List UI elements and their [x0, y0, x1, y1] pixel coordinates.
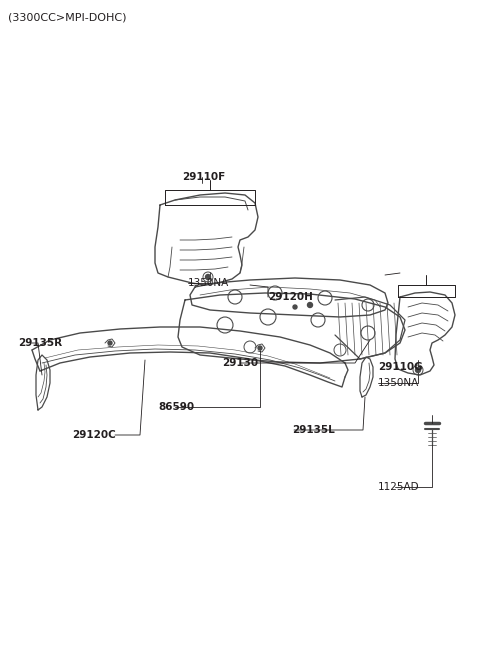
- Circle shape: [205, 274, 211, 280]
- Text: 29135L: 29135L: [292, 425, 335, 435]
- Circle shape: [293, 305, 297, 309]
- Circle shape: [308, 303, 312, 307]
- Text: 1125AD: 1125AD: [378, 482, 420, 492]
- Circle shape: [108, 341, 112, 345]
- Text: 86590: 86590: [158, 402, 194, 412]
- Text: 29135R: 29135R: [18, 338, 62, 348]
- Text: 1350NA: 1350NA: [188, 278, 229, 288]
- Text: 29120C: 29120C: [72, 430, 116, 440]
- Text: 1350NA: 1350NA: [378, 378, 419, 388]
- Text: (3300CC>MPI-DOHC): (3300CC>MPI-DOHC): [8, 12, 127, 22]
- Text: 29120H: 29120H: [268, 292, 313, 302]
- Text: 29130: 29130: [222, 358, 258, 368]
- Circle shape: [258, 346, 262, 350]
- Text: 29110G: 29110G: [378, 362, 422, 372]
- Text: 29110F: 29110F: [182, 172, 225, 182]
- Circle shape: [416, 367, 420, 373]
